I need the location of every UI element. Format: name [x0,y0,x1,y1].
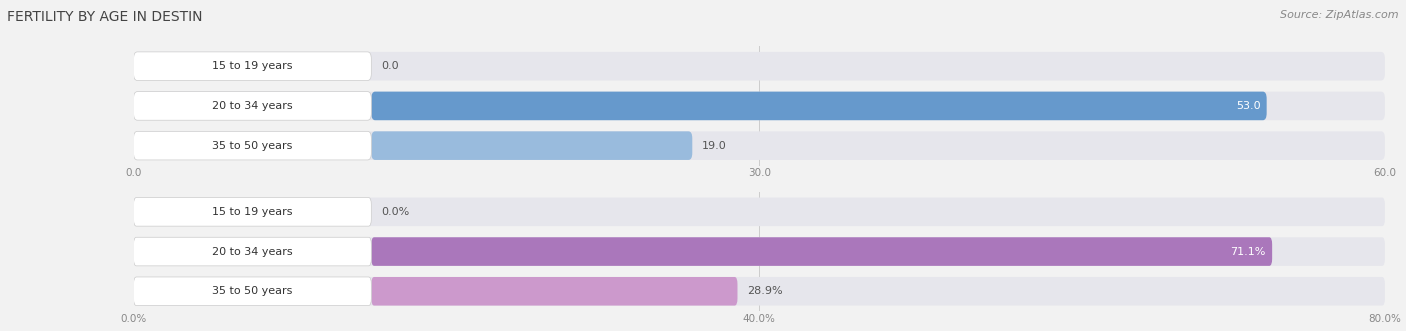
Text: 15 to 19 years: 15 to 19 years [212,207,292,217]
Text: Source: ZipAtlas.com: Source: ZipAtlas.com [1281,10,1399,20]
FancyBboxPatch shape [371,92,1267,120]
Text: FERTILITY BY AGE IN DESTIN: FERTILITY BY AGE IN DESTIN [7,10,202,24]
Text: 53.0: 53.0 [1236,101,1260,111]
FancyBboxPatch shape [134,92,1385,120]
FancyBboxPatch shape [134,198,1385,226]
FancyBboxPatch shape [134,237,1385,266]
Text: 35 to 50 years: 35 to 50 years [212,141,292,151]
Text: 0.0%: 0.0% [381,207,409,217]
FancyBboxPatch shape [134,131,371,160]
FancyBboxPatch shape [134,277,1385,306]
FancyBboxPatch shape [134,52,1385,80]
FancyBboxPatch shape [134,131,1385,160]
Text: 0.0: 0.0 [381,61,399,71]
Text: 28.9%: 28.9% [748,286,783,296]
Text: 20 to 34 years: 20 to 34 years [212,247,292,257]
Text: 35 to 50 years: 35 to 50 years [212,286,292,296]
Text: 71.1%: 71.1% [1230,247,1265,257]
FancyBboxPatch shape [134,198,371,226]
FancyBboxPatch shape [371,277,738,306]
FancyBboxPatch shape [134,52,371,80]
Text: 19.0: 19.0 [703,141,727,151]
FancyBboxPatch shape [134,237,371,266]
FancyBboxPatch shape [134,92,371,120]
FancyBboxPatch shape [371,131,692,160]
Text: 20 to 34 years: 20 to 34 years [212,101,292,111]
FancyBboxPatch shape [134,277,371,306]
FancyBboxPatch shape [371,237,1272,266]
Text: 15 to 19 years: 15 to 19 years [212,61,292,71]
